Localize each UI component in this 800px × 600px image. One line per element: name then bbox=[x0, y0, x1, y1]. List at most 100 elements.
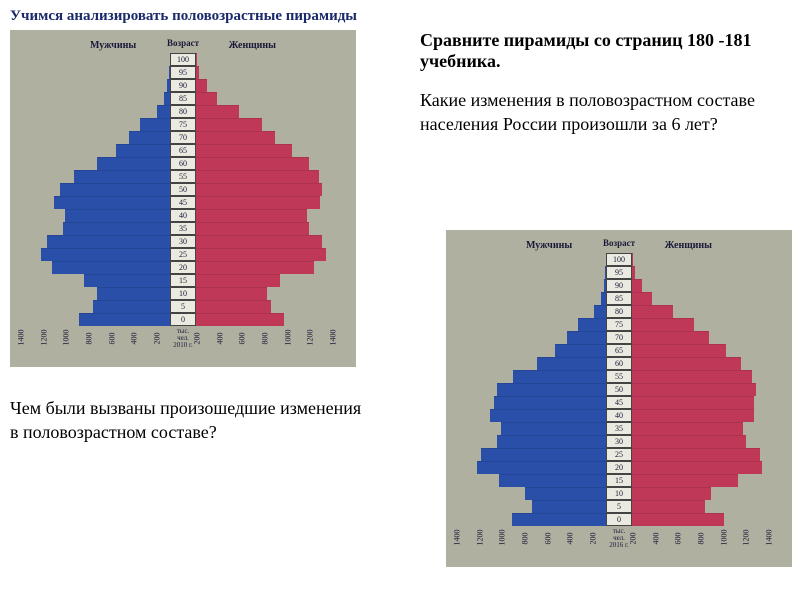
male-bar bbox=[41, 248, 170, 261]
female-bar bbox=[632, 461, 762, 474]
x-tick: 200 bbox=[193, 332, 214, 346]
x-tick: 1000 bbox=[498, 532, 519, 546]
pyramid-content: ВозрастМужчиныЖенщины1009590858075706560… bbox=[16, 36, 350, 361]
age-tick: 0 bbox=[606, 513, 632, 526]
age-tick: 80 bbox=[170, 105, 196, 118]
age-tick: 70 bbox=[606, 331, 632, 344]
female-bar bbox=[632, 292, 652, 305]
male-bar bbox=[512, 513, 606, 526]
pyramid-2016: ВозрастМужчиныЖенщины1009590858075706560… bbox=[446, 230, 792, 567]
x-axis: 140012001000800600400200тыс. чел.2010 г.… bbox=[20, 328, 346, 349]
male-bar bbox=[54, 196, 170, 209]
x-tick: 800 bbox=[696, 532, 717, 546]
female-bar bbox=[196, 131, 275, 144]
female-bar bbox=[632, 383, 756, 396]
female-bar bbox=[632, 318, 694, 331]
age-tick: 75 bbox=[606, 318, 632, 331]
x-tick: 400 bbox=[215, 332, 236, 346]
female-label: Женщины bbox=[665, 240, 712, 251]
male-bar bbox=[513, 370, 606, 383]
age-tick: 65 bbox=[606, 344, 632, 357]
pyramid-2010: ВозрастМужчиныЖенщины1009590858075706560… bbox=[10, 30, 356, 367]
x-tick: 400 bbox=[651, 532, 672, 546]
age-tick: 15 bbox=[606, 474, 632, 487]
instruction-heading: Сравните пирамиды со страниц 180 -181 уч… bbox=[420, 30, 790, 72]
x-tick: 1000 bbox=[283, 332, 304, 346]
age-axis: 1009590858075706560555045403530252015105… bbox=[606, 253, 632, 526]
female-bar bbox=[196, 196, 320, 209]
female-bar bbox=[632, 344, 726, 357]
male-bar bbox=[97, 157, 170, 170]
female-bar bbox=[632, 474, 738, 487]
age-tick: 50 bbox=[606, 383, 632, 396]
male-bar bbox=[116, 144, 170, 157]
age-tick: 25 bbox=[606, 448, 632, 461]
x-axis-left: 140012001000800600400200 bbox=[20, 328, 170, 349]
x-tick: 1400 bbox=[17, 332, 38, 346]
male-bar bbox=[97, 287, 170, 300]
age-tick: 20 bbox=[606, 461, 632, 474]
female-bar bbox=[196, 209, 307, 222]
x-tick: 1200 bbox=[742, 532, 763, 546]
male-bar bbox=[594, 305, 606, 318]
male-bar bbox=[63, 222, 170, 235]
x-tick: 600 bbox=[238, 332, 259, 346]
x-tick: 200 bbox=[629, 532, 650, 546]
male-bar bbox=[537, 357, 606, 370]
x-axis-left: 140012001000800600400200 bbox=[456, 528, 606, 549]
age-tick: 60 bbox=[170, 157, 196, 170]
female-bar bbox=[196, 261, 314, 274]
age-tick: 5 bbox=[170, 300, 196, 313]
female-bars bbox=[632, 253, 782, 526]
female-bar bbox=[196, 274, 280, 287]
male-bar bbox=[578, 318, 606, 331]
age-tick: 90 bbox=[170, 79, 196, 92]
age-tick: 0 bbox=[170, 313, 196, 326]
age-tick: 5 bbox=[606, 500, 632, 513]
age-tick: 20 bbox=[170, 261, 196, 274]
age-tick: 95 bbox=[170, 66, 196, 79]
x-tick: 600 bbox=[107, 332, 128, 346]
age-tick: 55 bbox=[170, 170, 196, 183]
age-tick: 70 bbox=[170, 131, 196, 144]
x-tick: 1400 bbox=[764, 532, 785, 546]
female-bar bbox=[632, 396, 754, 409]
female-bar bbox=[632, 500, 705, 513]
male-bar bbox=[555, 344, 606, 357]
female-bar bbox=[196, 300, 271, 313]
age-tick: 100 bbox=[606, 253, 632, 266]
age-tick: 95 bbox=[606, 266, 632, 279]
female-bar bbox=[196, 235, 322, 248]
male-bar bbox=[52, 261, 170, 274]
female-bar bbox=[196, 170, 319, 183]
female-bar bbox=[196, 287, 267, 300]
bars-area: 1009590858075706560555045403530252015105… bbox=[456, 253, 782, 526]
male-bars bbox=[456, 253, 606, 526]
female-bar bbox=[632, 487, 711, 500]
x-tick: 800 bbox=[520, 532, 541, 546]
male-bar bbox=[129, 131, 170, 144]
x-tick: 1200 bbox=[306, 332, 327, 346]
bars-area: 1009590858075706560555045403530252015105… bbox=[20, 53, 346, 326]
age-tick: 10 bbox=[606, 487, 632, 500]
female-bar bbox=[196, 183, 322, 196]
age-axis: 1009590858075706560555045403530252015105… bbox=[170, 53, 196, 326]
age-tick: 40 bbox=[606, 409, 632, 422]
x-axis-right: 200400600800100012001400 bbox=[632, 528, 782, 549]
male-bar bbox=[525, 487, 606, 500]
male-bar bbox=[60, 183, 170, 196]
x-tick: 200 bbox=[588, 532, 609, 546]
age-tick: 45 bbox=[606, 396, 632, 409]
age-tick: 45 bbox=[170, 196, 196, 209]
x-tick: 800 bbox=[84, 332, 105, 346]
male-bar bbox=[497, 383, 606, 396]
male-bar bbox=[79, 313, 170, 326]
female-bar bbox=[196, 66, 199, 79]
male-bar bbox=[84, 274, 170, 287]
age-tick: 50 bbox=[170, 183, 196, 196]
male-bar bbox=[47, 235, 170, 248]
female-bar bbox=[632, 422, 743, 435]
female-bar bbox=[196, 79, 207, 92]
female-bar bbox=[632, 409, 754, 422]
pyramid-content: ВозрастМужчиныЖенщины1009590858075706560… bbox=[452, 236, 786, 561]
